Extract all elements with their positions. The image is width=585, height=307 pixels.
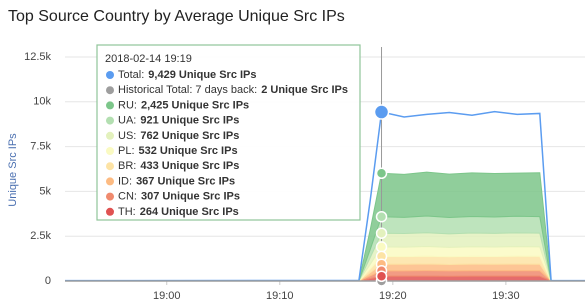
y-axis-label: Unique Src IPs [7,133,19,207]
tooltip-value: 921 Unique Src IPs [140,115,239,127]
tooltip-title: 2018-02-14 19:19 [105,53,192,65]
tooltip-row: Historical Total: 7 days back: 2 Unique S… [118,84,348,96]
tooltip-row: CN: 307 Unique Src IPs [118,191,240,203]
tooltip-value: 433 Unique Src IPs [140,160,239,172]
tooltip-value: 367 Unique Src IPs [136,175,235,187]
y-tick-label: 0 [45,275,51,287]
stacked-area [65,171,585,282]
tooltip-value: 264 Unique Src IPs [140,206,239,218]
hover-point [375,210,388,223]
tooltip-dot [106,116,114,125]
tooltip-label: Historical Total: 7 days back: [118,84,257,96]
series-line [64,110,585,282]
tooltip-box [96,44,361,221]
tooltip-value: 307 Unique Src IPs [141,191,240,203]
tooltip-label: PL: [118,145,135,157]
tooltip-value: 2 Unique Src IPs [261,84,348,96]
tooltip-dot [106,147,114,155]
hover-point [375,227,388,239]
tooltip-label: RU: [118,99,137,111]
chart-title: Top Source Country by Average Unique Src… [8,8,345,25]
y-tick-label: 10k [33,96,51,108]
y-tick-label: 2.5k [30,230,51,242]
tooltip-label: UA: [118,115,136,127]
tooltip-dot [106,71,114,79]
tooltip-value: 9,429 Unique Src IPs [148,69,256,81]
tooltip-dot [106,177,114,186]
tooltip-row: ID: 367 Unique Src IPs [118,175,235,187]
y-tick-label: 7.5k [30,141,51,153]
x-tick-label: 19:00 [153,290,181,302]
tooltip-label: Total: [118,69,144,81]
tooltip-dot [106,101,114,110]
x-tick-label: 19:10 [266,290,294,302]
y-tick-label: 12.5k [24,51,51,63]
tooltip-value: 762 Unique Src IPs [140,130,239,142]
tooltip-row: RU: 2,425 Unique Src IPs [118,99,249,111]
tooltip-row: BR: 433 Unique Src IPs [118,160,239,172]
tooltip-label: CN: [118,191,137,203]
hover-point [375,270,388,283]
tooltip-label: US: [118,130,136,142]
tooltip-value: 2,425 Unique Src IPs [141,99,249,111]
tooltip-row: UA: 921 Unique Src IPs [118,115,239,127]
hover-point [375,167,388,180]
tooltip-label: ID: [118,175,132,187]
tooltip-dot [106,192,114,201]
hover-point [375,241,388,253]
tooltip-dot [106,86,114,95]
tooltip-row: TH: 264 Unique Src IPs [118,206,239,218]
tooltip-label: TH: [118,206,136,218]
tooltip-row: Total: 9,429 Unique Src IPs [118,69,257,81]
tooltip: 2018-02-14 19:19 Total: 9,429 Unique Src I… [96,44,361,221]
tooltip-dot [106,207,114,216]
hover-point [373,104,390,120]
tooltip-dot [106,162,114,171]
tooltip-label: BR: [118,160,136,172]
tooltip-value: 532 Unique Src IPs [139,145,238,157]
y-tick-label: 5k [39,185,51,197]
tooltip-row: PL: 532 Unique Src IPs [118,145,238,157]
x-tick-label: 19:20 [379,290,407,302]
tooltip-dot [106,131,114,140]
tooltip-row: US: 762 Unique Src IPs [118,130,239,142]
x-tick-label: 19:30 [492,290,520,302]
